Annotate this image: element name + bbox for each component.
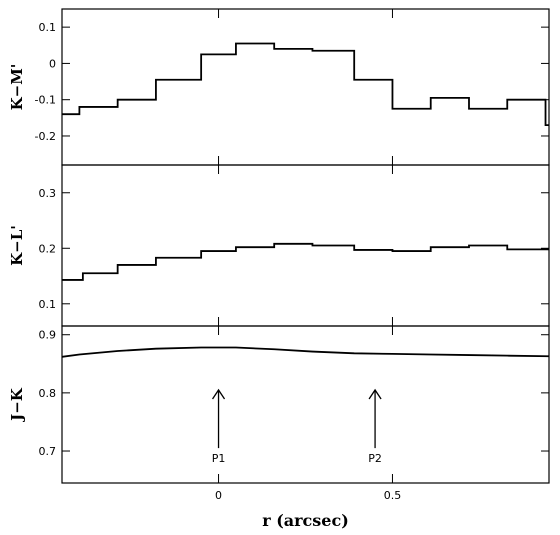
y-axis-label-middle: K−L' xyxy=(8,225,26,266)
panel-frame-top xyxy=(61,8,550,166)
x-tick-label: 0.5 xyxy=(384,489,402,502)
annotation-label: P2 xyxy=(368,452,382,465)
y-axis-label-bottom: J−K xyxy=(8,387,26,423)
y-tick-label-middle: 0.2 xyxy=(39,242,57,255)
x-axis-label: r (arcsec) xyxy=(262,511,349,530)
annotation-label: P1 xyxy=(212,452,226,465)
series-line-top xyxy=(62,42,549,126)
panel-frame-bottom xyxy=(61,325,550,484)
series-line-middle xyxy=(62,242,549,281)
y-tick-label-bottom: 0.9 xyxy=(39,329,57,342)
y-tick-label-bottom: 0.7 xyxy=(39,445,57,458)
x-tick-label: 0 xyxy=(215,489,222,502)
y-tick-label-middle: 0.3 xyxy=(39,187,57,200)
y-tick-label-top: 0 xyxy=(49,57,56,70)
series-line-bottom xyxy=(62,346,549,358)
annotation-arrow-head xyxy=(211,388,226,400)
y-tick-label-top: -0.1 xyxy=(35,94,56,107)
y-tick-label-middle: 0.1 xyxy=(39,298,57,311)
y-tick-label-bottom: 0.8 xyxy=(39,387,57,400)
annotation-arrow-head xyxy=(368,388,382,400)
y-axis-label-top: K−M' xyxy=(8,64,26,111)
y-tick-label-top: -0.2 xyxy=(35,130,56,143)
y-tick-label-top: 0.1 xyxy=(39,21,57,34)
